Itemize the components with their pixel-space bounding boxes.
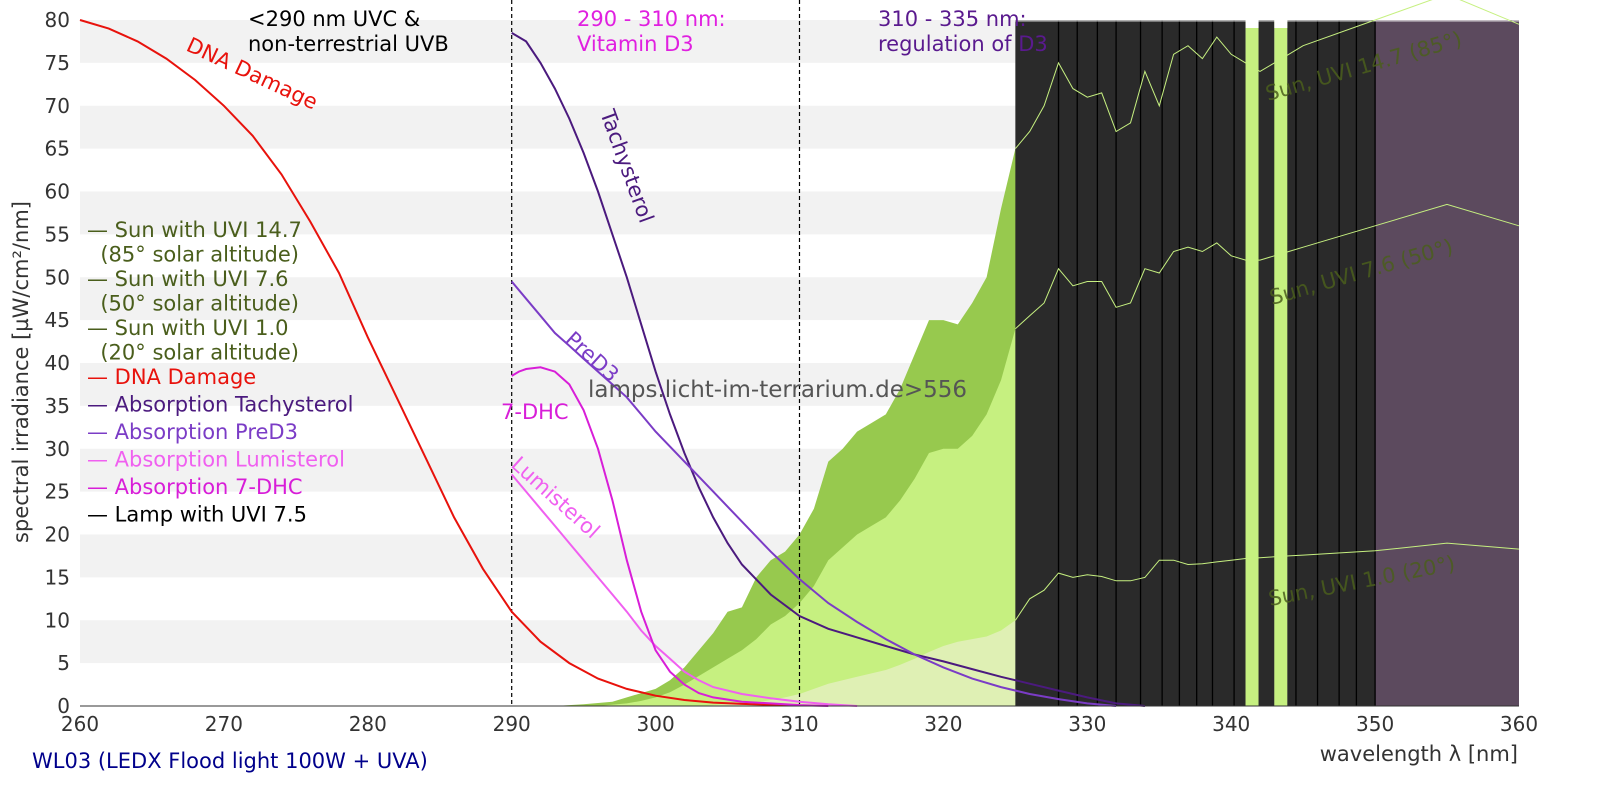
absorption-curves — [79, 19, 1145, 707]
legend-entry-sun-low: (20° solar altitude) — [87, 341, 299, 365]
lumisterol-curve — [510, 473, 858, 707]
legend: — Sun with UVI 14.7 (85° solar altitude)… — [87, 218, 353, 527]
legend-entry-sun-low: — Sun with UVI 1.0 — [87, 316, 289, 340]
legend-entry-lamp: — Lamp with UVI 7.5 — [87, 503, 307, 527]
y-tick-label: 45 — [45, 308, 70, 332]
y-tick-label: 80 — [45, 8, 70, 32]
sun-high-line — [1015, 0, 1520, 149]
lamp-spectrum-block — [1375, 20, 1519, 706]
lamp-spectrum-block — [1015, 20, 1246, 706]
legend-entry-dhc: — Absorption 7-DHC — [87, 475, 303, 499]
y-tick-label: 0 — [57, 694, 70, 718]
y-tick-label: 25 — [45, 480, 70, 504]
x-tick-label: 310 — [780, 712, 818, 736]
x-tick-label: 320 — [924, 712, 962, 736]
x-tick-label: 360 — [1500, 712, 1538, 736]
lamp-spectrum-block — [1287, 20, 1376, 706]
y-axis-title: spectral irradiance [µW/cm²/nm] — [9, 201, 33, 543]
legend-entry-sun-high: — Sun with UVI 14.7 — [87, 218, 302, 242]
y-tick-label: 65 — [45, 137, 70, 161]
legend-entry-sun-high: (85° solar altitude) — [87, 243, 299, 267]
lamp-gap-top — [1245, 20, 1259, 28]
dna-curve — [79, 19, 800, 707]
legend-entry-sun-mid: (50° solar altitude) — [87, 292, 299, 316]
region-label-regulation-d3: regulation of D3 — [878, 32, 1048, 56]
legend-entry-pred3: — Absorption PreD3 — [87, 420, 298, 444]
lamp-spectrum-block — [1258, 20, 1275, 706]
x-tick-label: 350 — [1356, 712, 1394, 736]
legend-entry-lumisterol: — Absorption Lumisterol — [87, 448, 345, 472]
y-tick-label: 35 — [45, 394, 70, 418]
region-label-uvc: <290 nm UVC & — [248, 7, 420, 31]
y-tick-label: 5 — [57, 651, 70, 675]
x-tick-label: 260 — [61, 712, 99, 736]
chart-caption: WL03 (LEDX Flood light 100W + UVA) — [32, 749, 428, 773]
sun-mid-line — [1015, 203, 1520, 330]
sun-low-line — [1014, 542, 1520, 621]
x-tick-label: 280 — [349, 712, 387, 736]
dhc-curve — [511, 366, 829, 707]
y-tick-label: 20 — [45, 523, 70, 547]
y-tick-label: 30 — [45, 437, 70, 461]
pred3-curve — [510, 280, 1117, 707]
legend-entry-dna: — DNA Damage — [87, 365, 256, 389]
lamp-spectrum — [1015, 20, 1519, 706]
y-tick-label: 15 — [45, 565, 70, 589]
y-tick-label: 55 — [45, 222, 70, 246]
7-dhc-label: 7-DHC — [501, 400, 569, 424]
y-tick-label: 75 — [45, 51, 70, 75]
y-tick-label: 40 — [45, 351, 70, 375]
axes: 260 270 280 290 300 310 320 330 340 350 360 0 5 10 15 2… — [9, 8, 1538, 773]
x-tick-label: 290 — [493, 712, 531, 736]
x-tick-label: 340 — [1212, 712, 1250, 736]
x-axis-title: wavelength λ [nm] — [1320, 742, 1518, 766]
region-label-vitamin-d3: Vitamin D3 — [577, 32, 694, 56]
tachysterol-curve — [511, 32, 1145, 707]
legend-entry-sun-mid: — Sun with UVI 7.6 — [87, 267, 289, 291]
sun-spectrum-lines — [1014, 0, 1520, 621]
lamp-spectrum-block — [1245, 20, 1259, 706]
y-tick-label: 70 — [45, 94, 70, 118]
lamp-gap-top — [1274, 20, 1288, 28]
watermark: lamps.licht-im-terrarium.de>556 — [588, 377, 967, 403]
x-tick-label: 270 — [205, 712, 243, 736]
y-tick-label: 10 — [45, 608, 70, 632]
x-tick-label: 300 — [637, 712, 675, 736]
y-tick-label: 50 — [45, 265, 70, 289]
legend-entry-tachysterol: — Absorption Tachysterol — [87, 393, 353, 417]
lamp-spectrum-block — [1274, 20, 1288, 706]
region-label-regulation-d3: 310 - 335 nm: — [878, 7, 1027, 31]
region-label-uvc: non-terrestrial UVB — [248, 32, 449, 56]
x-tick-label: 330 — [1068, 712, 1106, 736]
region-label-vitamin-d3: 290 - 310 nm: — [577, 7, 726, 31]
y-tick-label: 60 — [45, 180, 70, 204]
region-dividers — [511, 0, 801, 706]
